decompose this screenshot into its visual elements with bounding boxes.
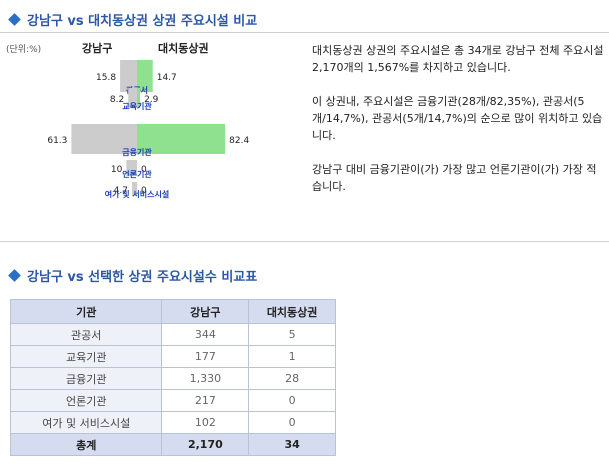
section-divider <box>0 241 609 242</box>
section-title-facility-count-table: 강남구 vs 선택한 상권 주요시설수 비교표 <box>6 266 257 285</box>
gangnam-count-cell: 177 <box>161 345 250 368</box>
section-title-facility-comparison: 강남구 vs 대치동상권 상권 주요시설 비교 <box>6 10 257 29</box>
facility-name-cell: 관공서 <box>9 323 163 346</box>
description-paragraph: 강남구 대비 금융기관이(가) 가장 많고 언론기관이(가) 가장 적습니다. <box>312 163 597 193</box>
unit-label: (단위:%) <box>6 44 41 55</box>
section-divider <box>0 32 609 33</box>
gangnam-count-cell: 217 <box>161 389 250 412</box>
facility-name-cell: 여가 및 서비스시설 <box>9 411 163 434</box>
value-label-daechi: 0 <box>141 186 147 196</box>
bar-gangnam <box>71 124 137 154</box>
column-header: 기관 <box>9 299 163 324</box>
bar-gangnam <box>120 60 137 92</box>
facility-name-cell: 교육기관 <box>9 345 163 368</box>
description-paragraph: 대치동상권 상권의 주요시설은 총 34개로 강남구 전체 주요시설 2,170… <box>312 44 604 74</box>
daechi-count-cell: 5 <box>248 323 336 346</box>
column-header: 대치동상권 <box>248 299 336 324</box>
table-row: 관공서 344 5 <box>9 323 336 346</box>
table-header-row: 기관 강남구 대치동상권 <box>9 299 336 324</box>
category-label: 여가 및 서비스시설 <box>105 189 169 199</box>
bar-gangnam <box>131 182 137 196</box>
total-label-cell: 총계 <box>9 433 163 456</box>
value-label-daechi: 14.7 <box>157 73 177 83</box>
value-label-daechi: 2.9 <box>144 95 159 105</box>
facility-name-cell: 언론기관 <box>9 389 163 412</box>
column-header: 강남구 <box>161 299 250 324</box>
bar-daechi <box>137 60 153 92</box>
category-label: 교육기관 <box>122 101 152 111</box>
value-label-daechi: 0 <box>141 165 147 175</box>
daechi-count-cell: 0 <box>248 389 336 412</box>
gangnam-count-cell: 344 <box>161 323 250 346</box>
gangnam-total-cell: 2,170 <box>161 433 250 456</box>
daechi-count-cell: 28 <box>248 367 336 390</box>
value-label-gangnam: 15.8 <box>96 73 116 83</box>
bar-gangnam <box>128 88 137 108</box>
diamond-bullet-icon <box>8 13 21 26</box>
facility-name-cell: 금융기관 <box>9 367 163 390</box>
daechi-count-cell: 0 <box>248 411 336 434</box>
category-label: 금융기관 <box>122 147 152 157</box>
bar-daechi <box>137 88 141 108</box>
diamond-bullet-icon <box>8 269 21 282</box>
section-title-text: 강남구 vs 선택한 상권 주요시설수 비교표 <box>27 270 258 285</box>
value-label-gangnam: 8.2 <box>110 95 124 105</box>
value-label-gangnam: 61.3 <box>47 136 67 146</box>
bar-daechi <box>137 124 226 154</box>
table-row: 여가 및 서비스시설 102 0 <box>9 411 336 434</box>
bar-gangnam <box>126 160 137 176</box>
facility-comparison-chart: (단위:%)강남구대치동상권15.814.7관공서8.22.9교육기관61.38… <box>6 41 249 199</box>
gangnam-count-cell: 102 <box>161 411 250 434</box>
section-title-text: 강남구 vs 대치동상권 상권 주요시설 비교 <box>27 14 258 29</box>
table-row: 교육기관 177 1 <box>9 345 336 368</box>
description-paragraph: 이 상권내, 주요시설은 금융기관(28개/82,35%), 관공서(5개/14… <box>312 95 603 142</box>
table-row: 언론기관 217 0 <box>9 389 336 412</box>
category-label: 언론기관 <box>122 169 152 179</box>
value-label-daechi: 82.4 <box>229 136 249 146</box>
daechi-total-cell: 34 <box>248 433 336 456</box>
gangnam-count-cell: 1,330 <box>161 367 250 390</box>
value-label-gangnam: 4.7 <box>114 186 128 196</box>
facility-count-table: 기관 강남구 대치동상권 관공서 344 5 교육기관 177 1 금융기관 1… <box>9 299 336 456</box>
chart-description: 대치동상권 상권의 주요시설은 총 34개로 강남구 전체 주요시설 2,170… <box>312 42 604 212</box>
value-label-gangnam: 10 <box>111 165 123 175</box>
table-row: 금융기관 1,330 28 <box>9 367 336 390</box>
table-total-row: 총계 2,170 34 <box>9 433 336 456</box>
legend-daechi: 대치동상권 <box>158 41 209 55</box>
daechi-count-cell: 1 <box>248 345 336 368</box>
legend-gangnam: 강남구 <box>82 41 112 55</box>
